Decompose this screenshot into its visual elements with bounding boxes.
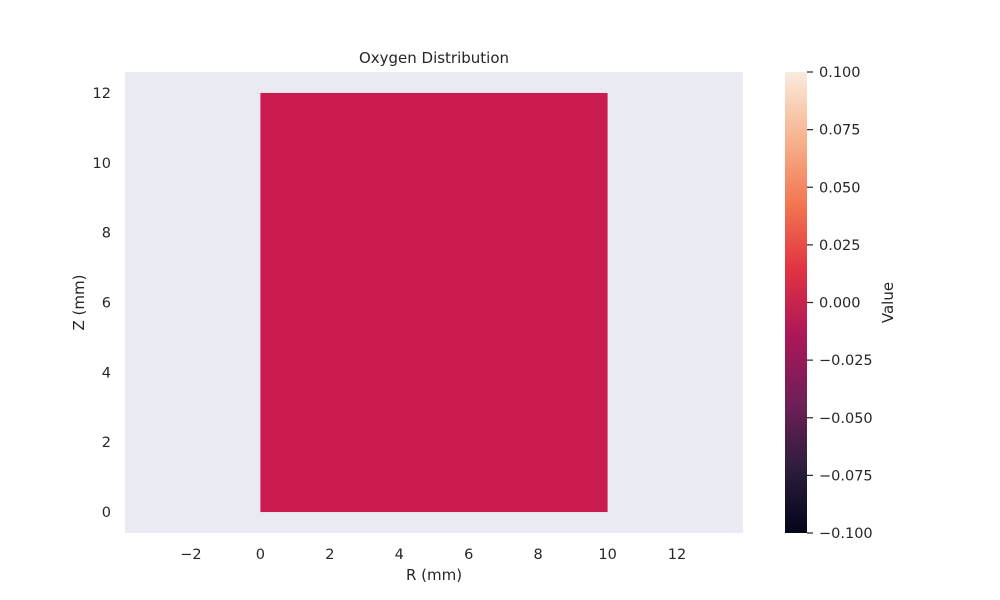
x-tick-label: 0 bbox=[256, 547, 265, 563]
chart-title: Oxygen Distribution bbox=[359, 49, 509, 67]
y-axis-ticks: 0 2 4 6 8 10 12 bbox=[93, 86, 111, 521]
x-tick-label: 10 bbox=[598, 547, 616, 563]
colorbar-tick-label: −0.050 bbox=[819, 411, 873, 427]
colorbar-tick-label: 0.050 bbox=[819, 180, 861, 196]
y-tick-label: 4 bbox=[102, 365, 111, 381]
colorbar-tick-label: 0.025 bbox=[819, 238, 861, 254]
colorbar-tick-label: 0.000 bbox=[819, 296, 861, 312]
field-layer bbox=[260, 92, 608, 513]
field-cell bbox=[260, 92, 608, 513]
x-tick-label: 12 bbox=[668, 547, 686, 563]
x-tick-label: 8 bbox=[534, 547, 543, 563]
y-tick-label: 10 bbox=[93, 156, 111, 172]
colorbar-tick-label: −0.075 bbox=[819, 468, 873, 484]
x-tick-label: 6 bbox=[464, 547, 473, 563]
y-tick-label: 12 bbox=[93, 86, 111, 102]
colorbar-label: Value bbox=[879, 282, 897, 323]
colorbar-tick-label: 0.075 bbox=[819, 123, 861, 139]
x-axis-label: R (mm) bbox=[406, 566, 462, 584]
colorbar-ticks: 0.100 0.075 0.050 0.025 0.000 −0.025 −0.050 −0.… bbox=[807, 65, 873, 542]
y-tick-label: 0 bbox=[102, 505, 111, 521]
x-tick-label: 4 bbox=[395, 547, 404, 563]
colorbar-tick-label: 0.100 bbox=[819, 65, 861, 81]
y-tick-label: 6 bbox=[102, 296, 111, 312]
colorbar bbox=[785, 72, 807, 533]
y-axis-label: Z (mm) bbox=[70, 275, 88, 331]
y-tick-label: 2 bbox=[102, 435, 111, 451]
x-tick-label: −2 bbox=[180, 547, 201, 563]
x-tick-label: 2 bbox=[325, 547, 334, 563]
colorbar-tick-label: −0.100 bbox=[819, 526, 873, 542]
y-tick-label: 8 bbox=[102, 226, 111, 242]
colorbar-tick-label: −0.025 bbox=[819, 353, 873, 369]
x-axis-ticks: −2 0 2 4 6 8 10 12 bbox=[180, 547, 686, 563]
